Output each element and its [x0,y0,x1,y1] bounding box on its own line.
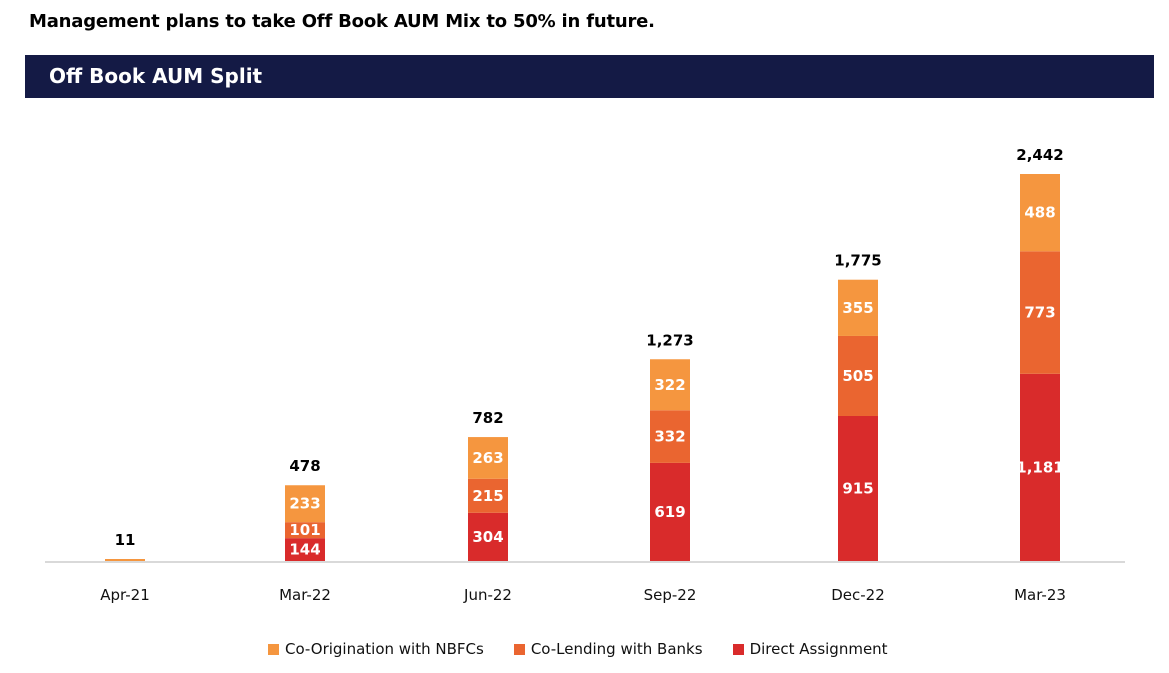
segment-label: 144 [289,541,320,559]
bar-segment [105,559,145,561]
legend-label: Direct Assignment [749,640,888,658]
x-tick-label: Sep-22 [644,586,697,604]
headline: Management plans to take Off Book AUM Mi… [29,11,655,32]
segment-label: 233 [289,495,320,513]
x-tick-label: Mar-23 [1014,586,1066,604]
bar-segment [468,512,508,561]
legend-swatch [732,643,744,655]
bar-segment [838,415,878,561]
segment-label: 488 [1024,204,1055,222]
segment-label: 915 [842,479,873,497]
bar-segment [650,462,690,561]
segment-label: 322 [654,376,685,394]
x-tick-label: Mar-22 [279,586,331,604]
legend-item: Co-Origination with NBFCs [268,640,484,658]
bar-segment [285,538,325,561]
segment-label: 263 [472,449,503,467]
segment-label: 332 [654,428,685,446]
bar-segment [468,478,508,513]
legend-item: Co-Lending with Banks [513,640,703,658]
segment-label: 505 [842,367,873,385]
segment-label: 101 [289,521,320,539]
bar-segment [285,522,325,539]
bar-segment [650,359,690,411]
bar-segment [650,410,690,463]
segment-label: 773 [1024,304,1055,322]
total-label: 782 [472,409,503,427]
legend-swatch [268,643,279,655]
segment-label: 355 [842,299,873,317]
total-label: 1,273 [646,331,693,349]
segment-label: 304 [472,528,503,546]
bar-segment [468,437,508,479]
segment-label: 215 [472,487,503,505]
segment-label: 1,181 [1016,458,1063,476]
x-tick-label: Dec-22 [831,586,885,604]
bar-segment [838,335,878,416]
legend-label: Co-Lending with Banks [530,640,703,658]
legend-label: Co-Origination with NBFCs [285,640,484,658]
legend-swatch [513,643,525,655]
bar-segment [1020,251,1060,374]
total-label: 1,775 [834,252,881,270]
bar-segment [285,485,325,523]
x-tick-label: Apr-21 [100,586,150,604]
total-label: 2,442 [1016,146,1063,164]
total-label: 11 [115,531,136,549]
legend: Co-Origination with NBFCs Co-Lending with… [268,640,888,658]
section-title: Off Book AUM Split [49,64,263,88]
bar-segment [1020,174,1060,252]
legend-item: Direct Assignment [732,640,888,658]
bar-segment [838,279,878,336]
x-tick-label: Jun-22 [463,586,512,604]
total-label: 478 [289,457,320,475]
segment-label: 619 [654,503,685,521]
bar-segment [1020,373,1060,561]
section-header: Off Book AUM Split [25,55,1154,98]
